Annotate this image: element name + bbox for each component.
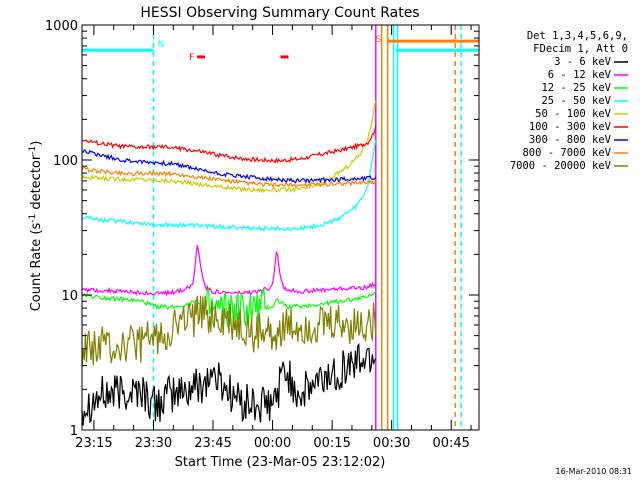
event-label-f: F	[189, 53, 194, 63]
series-line-7	[81, 149, 377, 185]
legend-header: FDecim 1, Att 0	[533, 43, 628, 55]
plot-frame	[81, 24, 480, 431]
legend-entry: 25 - 50 keV	[541, 95, 611, 107]
x-tick-label: 00:30	[373, 436, 410, 451]
y-tick-label: 1	[70, 424, 78, 439]
series-line-8	[81, 166, 376, 189]
x-axis-label: Start Time (23-Mar-05 23:12:02)	[175, 455, 386, 470]
x-tick-label: 23:45	[194, 436, 231, 451]
y-tick-label: 10	[61, 289, 78, 304]
legend-entry: 6 - 12 keV	[548, 69, 612, 81]
series-line-1	[81, 342, 377, 426]
y-tick-label: 1000	[45, 19, 78, 34]
legend-entry: 100 - 300 keV	[529, 121, 612, 133]
x-tick-label: 00:00	[254, 436, 291, 451]
legend-entry: 3 - 6 keV	[554, 56, 612, 68]
event-label-s: S	[376, 35, 382, 45]
series-line-4	[81, 140, 377, 232]
chart-title: HESSI Observing Summary Count Rates	[140, 5, 419, 21]
x-tick-label: 23:30	[135, 436, 172, 451]
x-tick-label: 00:45	[432, 436, 469, 451]
legend-entry: 12 - 25 keV	[541, 82, 611, 94]
series-line-6	[81, 125, 377, 164]
series-line-9	[81, 295, 377, 368]
event-label-n: N	[157, 40, 164, 50]
series-line-3	[81, 288, 377, 330]
x-tick-label: 00:15	[313, 436, 350, 451]
legend-entry: 50 - 100 keV	[535, 108, 612, 120]
y-tick-label: 100	[53, 154, 78, 169]
legend-header: Det 1,3,4,5,6,9,	[527, 30, 628, 42]
footer-date: 16-Mar-2010 08:31	[556, 467, 633, 476]
series-line-2	[81, 245, 377, 297]
x-tick-label: 23:15	[75, 436, 112, 451]
y-axis-label: Count Rate (s-1 detector-1)	[28, 141, 44, 312]
legend-entry: 300 - 800 keV	[529, 134, 612, 146]
legend-entry: 7000 - 20000 keV	[510, 160, 612, 172]
legend-entry: 800 - 7000 keV	[522, 147, 611, 159]
